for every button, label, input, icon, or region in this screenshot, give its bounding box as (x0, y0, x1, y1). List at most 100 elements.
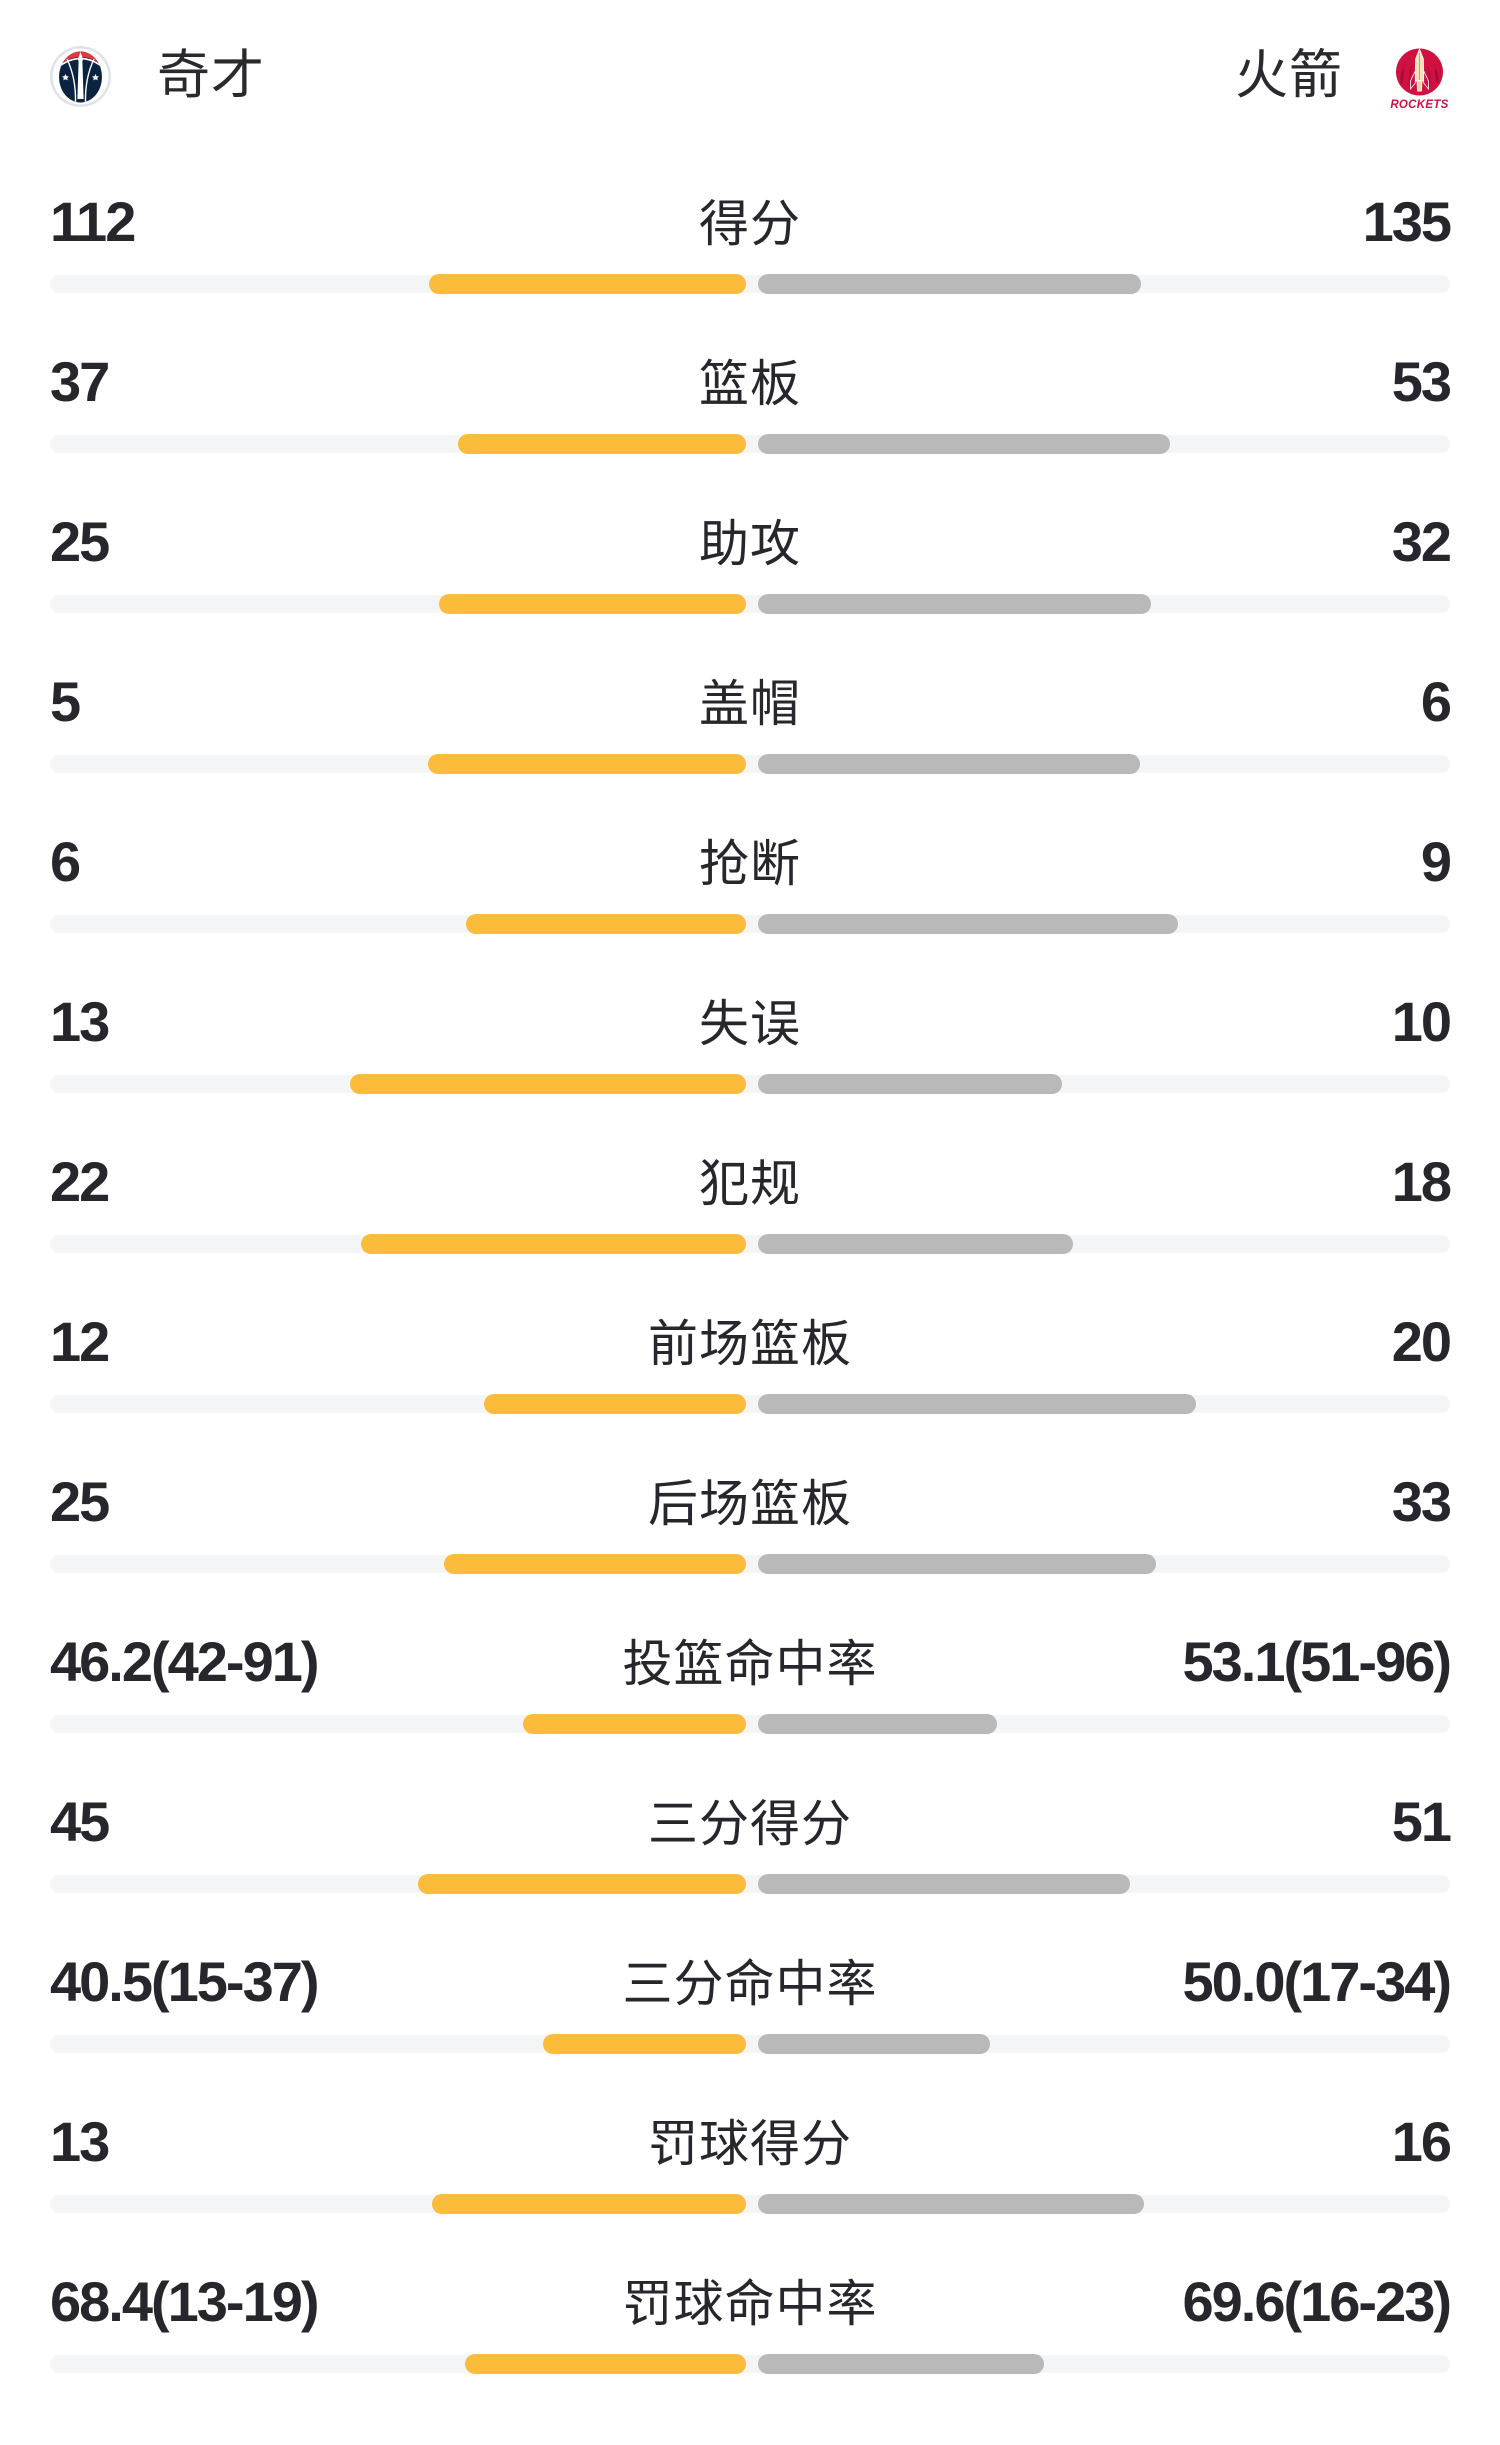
home-bar (428, 274, 746, 294)
comparison-bar (50, 1074, 1450, 1094)
home-bar (427, 754, 746, 774)
comparison-bar (50, 1714, 1450, 1734)
comparison-bar (50, 2354, 1450, 2374)
away-value: 69.6(16-23) (1182, 2270, 1452, 2333)
away-value: 6 (1420, 670, 1452, 733)
comparison-bar (50, 594, 1450, 614)
stat-label: 篮板 (699, 356, 801, 412)
away-value: 135 (1362, 190, 1452, 253)
home-bar (432, 2194, 746, 2214)
stat-row: 25 后场篮板 33 (50, 1470, 1452, 1630)
bar-track (50, 595, 1450, 613)
home-bar (417, 1874, 746, 1894)
home-bar (483, 1394, 746, 1414)
away-value: 33 (1391, 1470, 1452, 1533)
stat-label: 三分得分 (648, 1796, 852, 1852)
comparison-bar (50, 2194, 1450, 2214)
away-bar (758, 914, 1178, 934)
away-value: 51 (1391, 1790, 1452, 1853)
home-team: 奇才 (50, 45, 265, 107)
away-bar (758, 1234, 1073, 1254)
wizards-logo (50, 45, 111, 107)
stat-label: 犯规 (699, 1156, 801, 1212)
comparison-bar (50, 434, 1450, 454)
bar-track (50, 1395, 1450, 1413)
comparison-bar (50, 1234, 1450, 1254)
away-bar (758, 1714, 997, 1734)
away-bar (758, 1394, 1196, 1414)
away-bar (758, 754, 1140, 774)
bar-track (50, 1715, 1450, 1733)
home-value: 12 (50, 1310, 110, 1373)
home-bar (361, 1234, 746, 1254)
home-value: 13 (50, 2110, 110, 2173)
away-bar (758, 2034, 990, 2054)
away-value: 18 (1391, 1150, 1452, 1213)
home-value: 22 (50, 1150, 110, 1213)
away-bar (758, 1874, 1130, 1894)
bar-track (50, 2355, 1450, 2373)
home-value: 112 (50, 190, 136, 253)
bar-track (50, 435, 1450, 453)
away-bar (758, 2354, 1044, 2374)
bar-track (50, 2195, 1450, 2213)
stat-row: 13 罚球得分 16 (50, 2110, 1452, 2270)
home-value: 45 (50, 1790, 110, 1853)
away-value: 50.0(17-34) (1182, 1950, 1452, 2013)
stat-row: 45 三分得分 51 (50, 1790, 1452, 1950)
away-bar (758, 1554, 1157, 1574)
bar-track (50, 1075, 1450, 1093)
bar-track (50, 1235, 1450, 1253)
stat-row: 46.2(42-91) 投篮命中率 53.1(51-96) (50, 1630, 1452, 1790)
stat-label: 罚球命中率 (622, 2276, 878, 2332)
home-bar (439, 594, 746, 614)
comparison-bar (50, 274, 1450, 294)
comparison-bar (50, 754, 1450, 774)
away-bar (758, 594, 1151, 614)
stat-row: 68.4(13-19) 罚球命中率 69.6(16-23) (50, 2270, 1452, 2430)
stat-row: 22 犯规 18 (50, 1150, 1452, 1310)
stat-label: 投篮命中率 (622, 1636, 878, 1692)
home-value: 13 (50, 990, 110, 1053)
home-bar (466, 914, 746, 934)
stat-row: 112 得分 135 (50, 190, 1452, 350)
stat-label: 三分命中率 (622, 1956, 878, 2012)
stat-row: 13 失误 10 (50, 990, 1452, 1150)
stats-list: 112 得分 135 37 篮板 53 (50, 190, 1452, 2430)
home-value: 6 (50, 830, 81, 893)
away-value: 9 (1420, 830, 1452, 893)
bar-track (50, 755, 1450, 773)
stat-row: 5 盖帽 6 (50, 670, 1452, 830)
away-team: 火箭 ROCKETS (1235, 41, 1450, 111)
home-bar (543, 2034, 746, 2054)
home-bar (444, 1554, 746, 1574)
stat-row: 37 篮板 53 (50, 350, 1452, 510)
home-value: 68.4(13-19) (50, 2270, 320, 2333)
away-bar (758, 2194, 1145, 2214)
comparison-bar (50, 914, 1450, 934)
comparison-bar (50, 1554, 1450, 1574)
stat-label: 得分 (699, 196, 801, 252)
stat-row: 12 前场篮板 20 (50, 1310, 1452, 1470)
stat-label: 前场篮板 (648, 1316, 852, 1372)
away-value: 53.1(51-96) (1182, 1630, 1452, 1693)
stat-label: 罚球得分 (648, 2116, 852, 2172)
comparison-bar (50, 1394, 1450, 1414)
rockets-logo: ROCKETS (1390, 47, 1448, 111)
stat-row: 6 抢断 9 (50, 830, 1452, 990)
home-bar (465, 2354, 746, 2374)
away-value: 20 (1391, 1310, 1452, 1373)
away-bar (758, 274, 1141, 294)
home-value: 5 (50, 670, 81, 733)
bar-track (50, 1555, 1450, 1573)
stat-label: 抢断 (699, 836, 801, 892)
bar-track (50, 1875, 1450, 1893)
home-bar (458, 434, 746, 454)
home-value: 25 (50, 510, 110, 573)
home-value: 46.2(42-91) (50, 1630, 320, 1693)
home-value: 37 (50, 350, 110, 413)
away-value: 10 (1391, 990, 1452, 1053)
away-value: 53 (1391, 350, 1452, 413)
stat-label: 后场篮板 (648, 1476, 852, 1532)
match-header: 奇才 火箭 ROCKETS (50, 45, 1450, 111)
